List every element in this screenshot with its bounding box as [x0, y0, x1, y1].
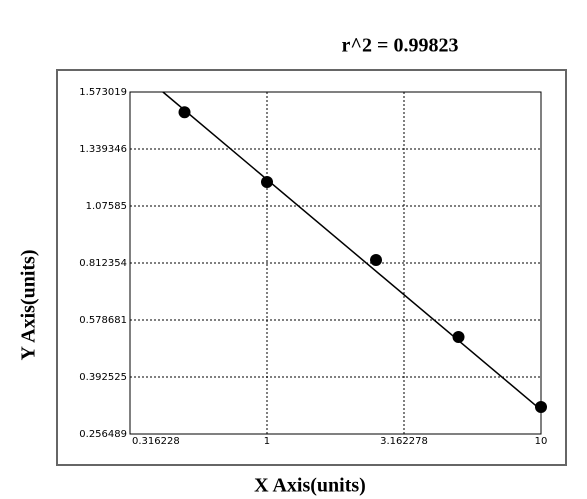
- y-tick-label: 0.812354: [79, 258, 127, 269]
- y-tick-label: 0.578681: [79, 315, 127, 326]
- chart-title: r^2 = 0.99823: [342, 35, 459, 57]
- x-tick-label: 1: [264, 436, 270, 447]
- data-point: [452, 331, 465, 344]
- data-point: [370, 254, 383, 267]
- y-tick-label: 1.339346: [79, 144, 127, 155]
- data-point: [535, 400, 547, 413]
- x-tick-label: 3.162278: [380, 436, 428, 447]
- y-tick-label: 1.573019: [79, 87, 127, 98]
- y-axis-label: Y Axis(units): [18, 250, 40, 361]
- data-point: [260, 175, 273, 188]
- x-tick-label: 0.316228: [132, 436, 180, 447]
- x-tick-label: 10: [535, 436, 548, 447]
- panel-frame: [56, 69, 567, 466]
- y-tick-label: 0.392525: [79, 372, 127, 383]
- fit-line: [162, 91, 542, 411]
- x-axis-label: X Axis(units): [254, 475, 366, 497]
- y-tick-label: 1.07585: [86, 201, 127, 212]
- data-point: [178, 106, 191, 119]
- y-tick-label: 0.256489: [79, 429, 127, 440]
